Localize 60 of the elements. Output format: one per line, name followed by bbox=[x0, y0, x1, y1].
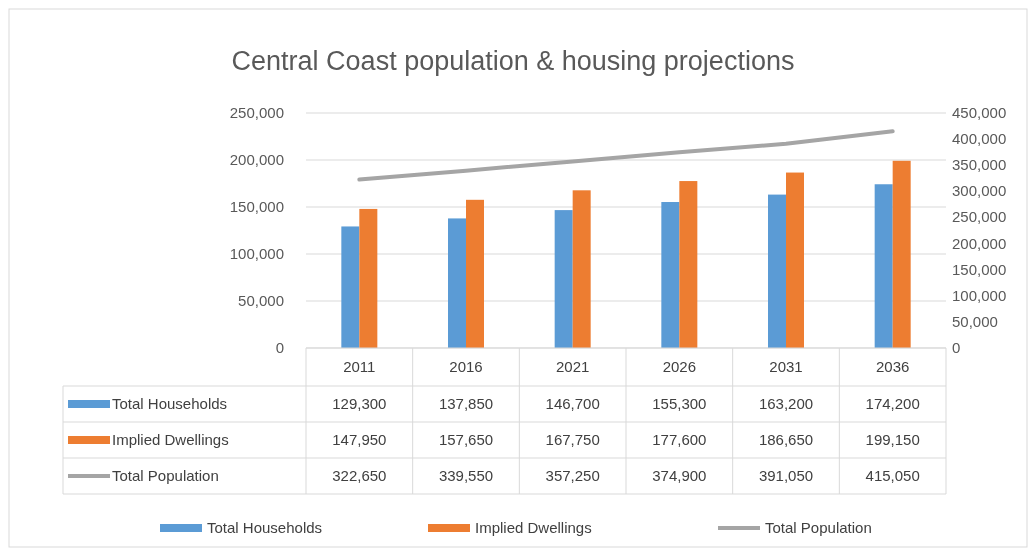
data-label: 167,750 bbox=[545, 431, 600, 448]
bar bbox=[768, 194, 786, 348]
legend-label: Total Households bbox=[112, 395, 228, 412]
bar bbox=[572, 190, 591, 348]
y2-tick-label: 100,000 bbox=[952, 286, 1007, 304]
y2-tick-label: 250,000 bbox=[952, 208, 1007, 226]
bar bbox=[786, 172, 804, 348]
y-tick-label: 200,000 bbox=[229, 151, 284, 168]
data-label: 157,650 bbox=[438, 431, 494, 448]
y2-tick-label: 150,000 bbox=[952, 260, 1007, 278]
data-label: 374,900 bbox=[652, 467, 707, 484]
data-label: 147,950 bbox=[332, 431, 387, 448]
bar bbox=[661, 202, 680, 348]
y2-tick-label: 0 bbox=[952, 339, 961, 356]
chart-title: Central Coast population & housing projections bbox=[231, 46, 795, 76]
x-tick-label: 2036 bbox=[875, 358, 910, 375]
data-label: 415,050 bbox=[865, 467, 920, 484]
text: Total Households bbox=[207, 519, 323, 536]
text: Total Population bbox=[765, 519, 872, 536]
x-tick-label: 2031 bbox=[769, 358, 803, 375]
data-label: 146,700 bbox=[545, 395, 600, 412]
bar bbox=[359, 208, 378, 348]
data-label: 357,250 bbox=[545, 467, 600, 484]
data-label: 163,200 bbox=[758, 395, 814, 412]
data-label: 177,600 bbox=[652, 431, 707, 448]
data-label: 339,550 bbox=[438, 467, 494, 484]
data-label: 174,200 bbox=[865, 395, 920, 412]
y-tick-label: 100,000 bbox=[229, 245, 284, 262]
text: Implied Dwellings bbox=[475, 519, 592, 536]
legend-label: Implied Dwellings bbox=[112, 431, 229, 448]
data-label: 137,850 bbox=[438, 395, 494, 412]
y2-tick-label: 50,000 bbox=[952, 312, 998, 330]
legend-label: Total Population bbox=[112, 467, 219, 484]
bar bbox=[448, 218, 466, 348]
bar bbox=[874, 184, 893, 348]
x-tick-label: 2021 bbox=[555, 358, 590, 375]
y2-tick-label: 200,000 bbox=[952, 234, 1007, 252]
bar bbox=[341, 226, 360, 348]
data-label: 391,050 bbox=[758, 467, 814, 484]
data-label: 199,150 bbox=[865, 431, 920, 448]
bar bbox=[466, 199, 484, 348]
bar bbox=[892, 160, 911, 348]
bar bbox=[554, 210, 573, 348]
x-tick-label: 2026 bbox=[662, 358, 697, 375]
data-label: 186,650 bbox=[758, 431, 814, 448]
y-tick-label: 250,000 bbox=[229, 104, 284, 121]
line-series bbox=[357, 129, 895, 182]
y-tick-label: 50,000 bbox=[238, 292, 284, 309]
y-tick-label: 0 bbox=[275, 339, 284, 356]
y2-tick-label: 450,000 bbox=[952, 104, 1007, 121]
y-tick-label: 150,000 bbox=[229, 198, 284, 215]
x-tick-label: 2011 bbox=[343, 358, 376, 375]
y2-tick-label: 350,000 bbox=[952, 156, 1007, 174]
y2-tick-label: 300,000 bbox=[952, 182, 1007, 200]
data-label: 322,650 bbox=[332, 467, 387, 484]
data-label: 129,300 bbox=[332, 395, 387, 412]
bar bbox=[679, 181, 698, 348]
data-label: 155,300 bbox=[652, 395, 707, 412]
x-tick-label: 2016 bbox=[449, 358, 483, 375]
y2-tick-label: 400,000 bbox=[952, 130, 1007, 148]
